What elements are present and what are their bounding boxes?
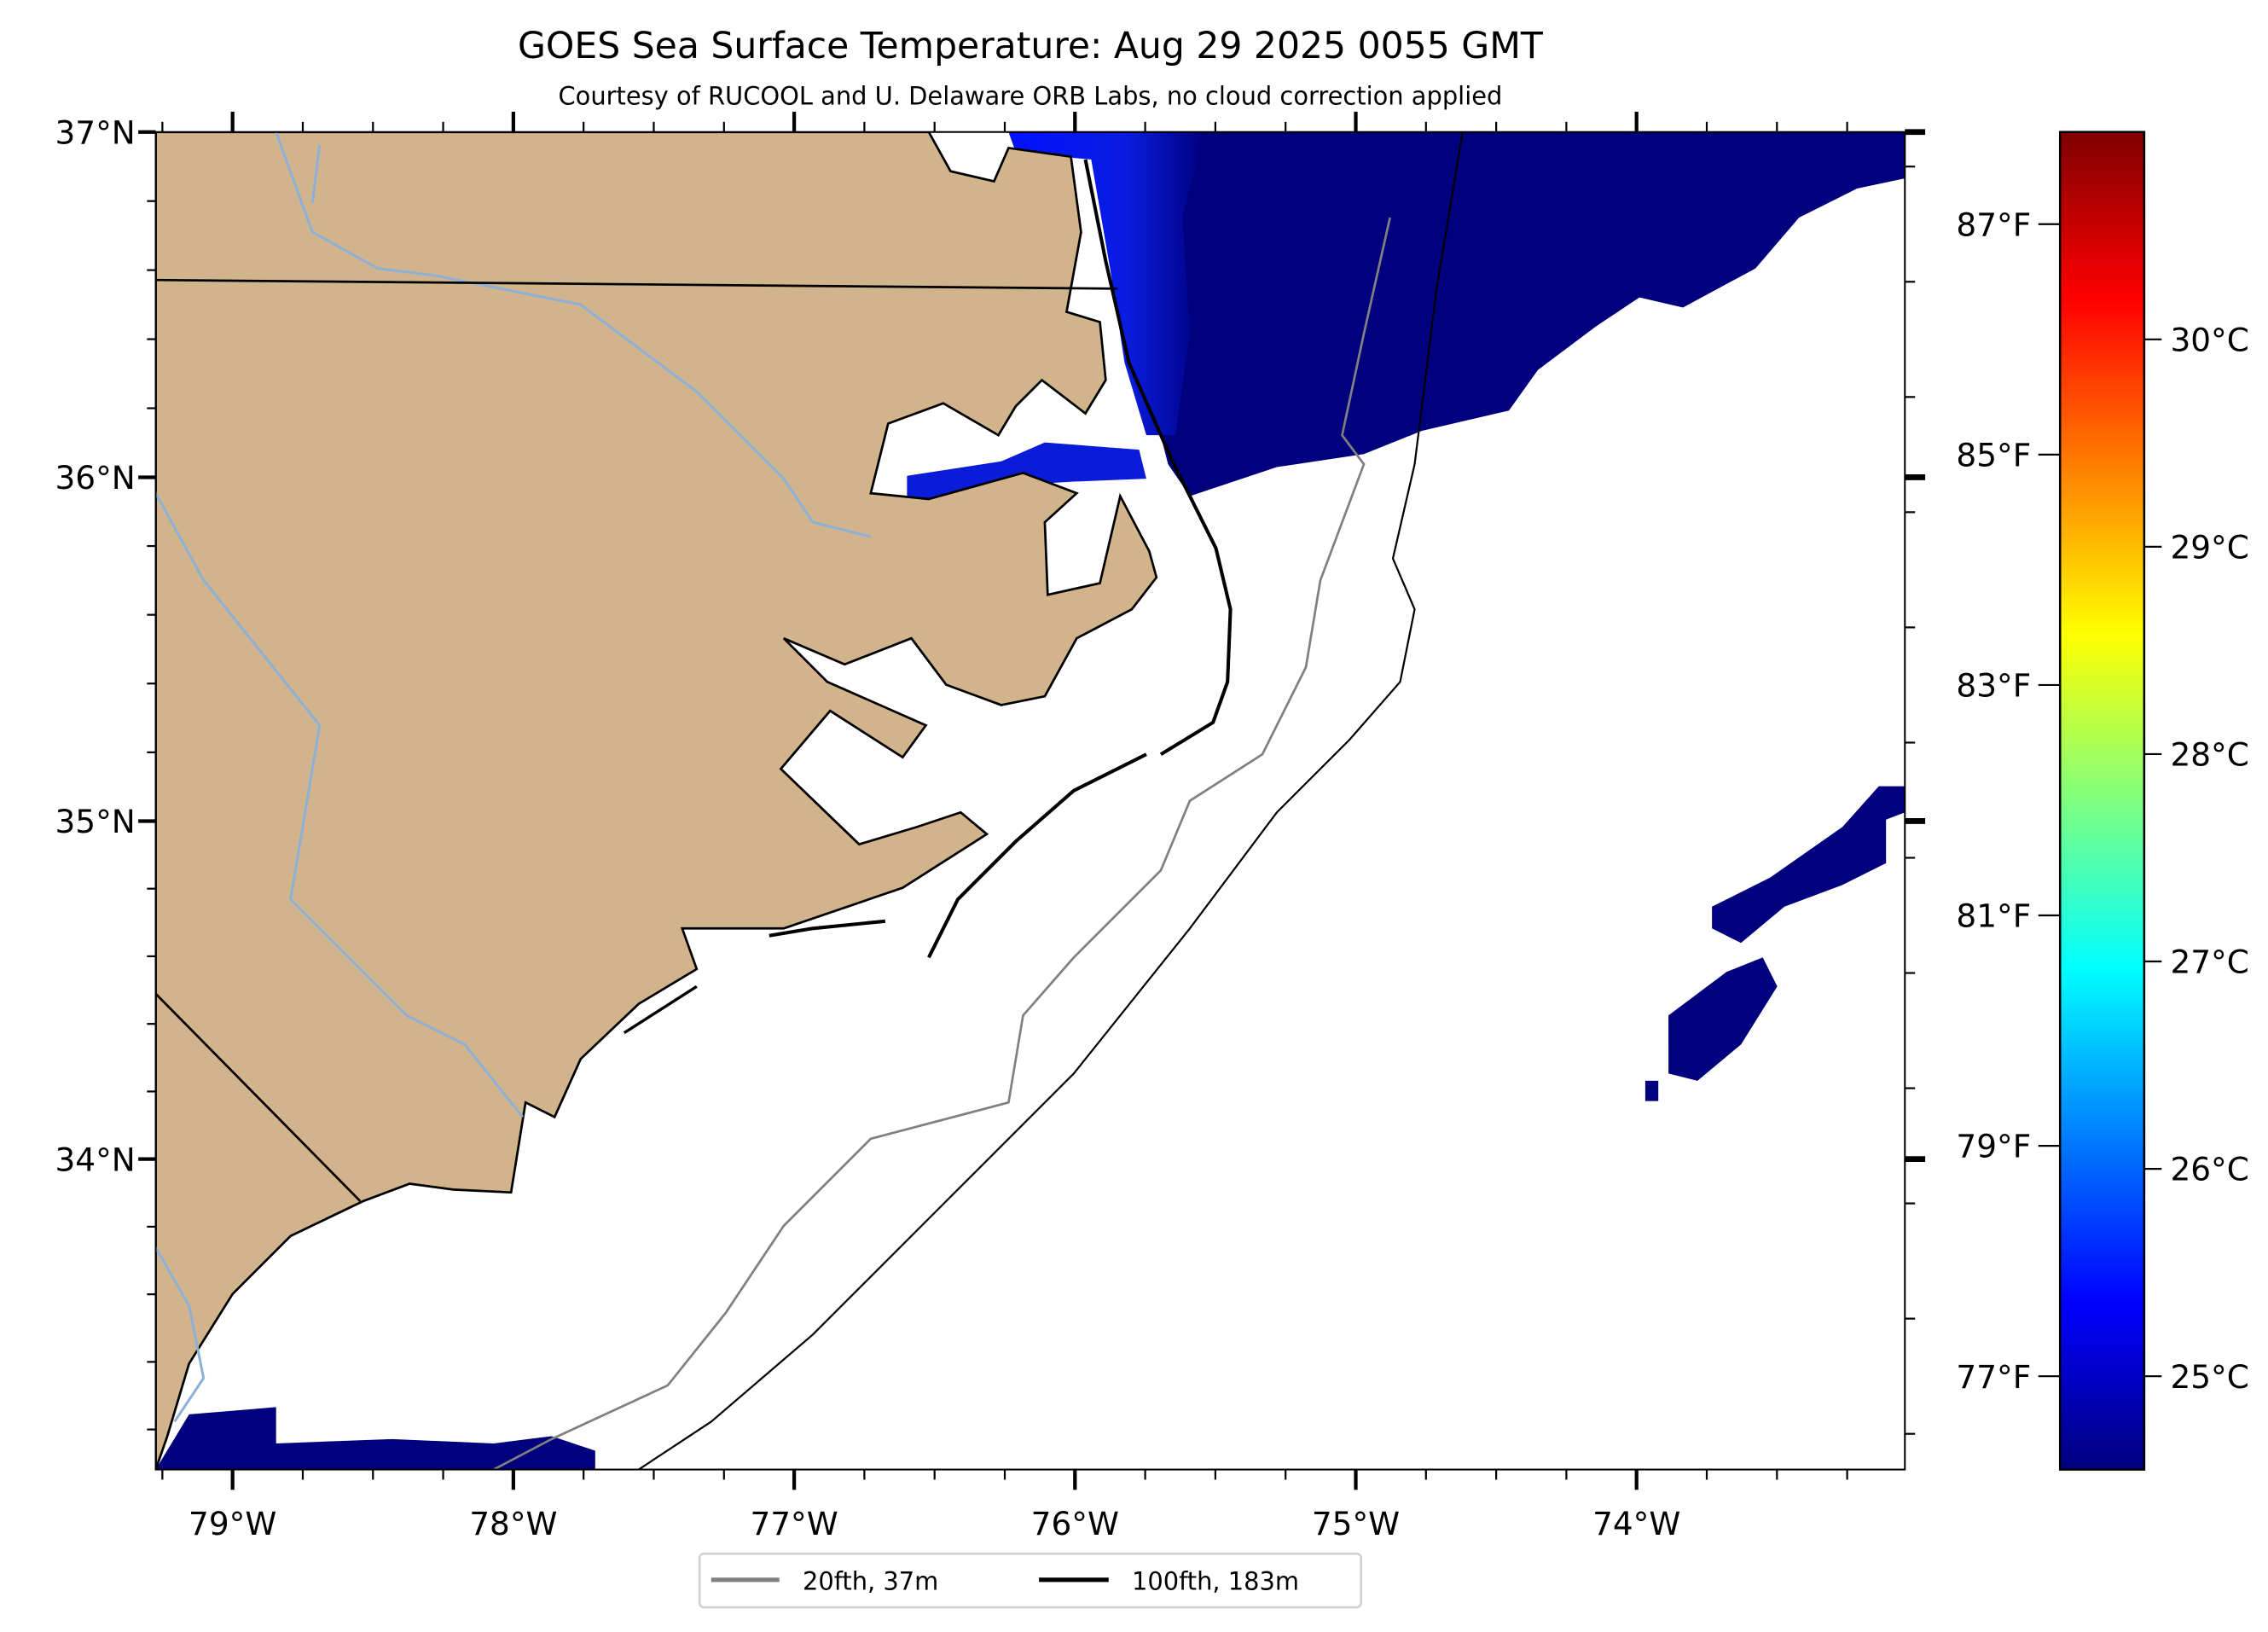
lon-tick-label: 77°W	[750, 1505, 838, 1542]
colorbar-c-label: 30°C	[2170, 321, 2248, 358]
legend-box	[698, 1552, 1362, 1609]
colorbar-c-label: 27°C	[2170, 944, 2248, 981]
sst-patch-sound	[907, 442, 1146, 499]
colorbar-f-label: 79°F	[1956, 1128, 2031, 1165]
sst-patch-east	[1712, 786, 1905, 944]
state-border-nc-va	[155, 278, 1117, 290]
rivers	[155, 131, 872, 1423]
barrier-south	[623, 984, 698, 1035]
map-axes: 79°W 78°W 77°W 76°W 75°W 74°W 37°N 36°N 35°N 34°N	[55, 111, 1848, 1542]
sst-patch-nearshore	[1008, 131, 1204, 436]
lat-tick-label: 34°N	[55, 1141, 135, 1178]
lon-tick-label: 78°W	[469, 1505, 557, 1542]
land-mainland	[155, 131, 1158, 1470]
state-border-nc-sc	[155, 992, 362, 1202]
sst-patch-east2	[1668, 957, 1778, 1081]
isobath-100fth	[638, 131, 1464, 1470]
colorbar-f-label: 87°F	[1956, 206, 2031, 243]
lon-tick-label: 74°W	[1592, 1505, 1680, 1542]
colorbar-f-label: 85°F	[1956, 436, 2031, 473]
colorbar-c-label: 25°C	[2170, 1358, 2248, 1396]
lon-tick-label: 76°W	[1031, 1505, 1119, 1542]
figure-subtitle: Courtesy of RUCOOL and U. Delaware ORB L…	[558, 81, 1502, 110]
lon-tick-label: 79°W	[189, 1505, 276, 1542]
colorbar-f-label: 81°F	[1956, 897, 2031, 935]
colorbar-c-label: 29°C	[2170, 528, 2248, 566]
colorbar-c-label: 28°C	[2170, 736, 2248, 774]
legend-label-20fth: 20fth, 37m	[803, 1567, 938, 1596]
sst-patch-south	[155, 1407, 595, 1470]
lat-tick-label: 37°N	[55, 113, 135, 151]
lat-tick-label: 35°N	[55, 803, 135, 840]
map-area	[155, 131, 1905, 1470]
colorbar	[2058, 131, 2146, 1471]
legend: 20fth, 37m 100fth, 183m	[698, 1552, 1362, 1609]
outer-banks-lookout	[769, 919, 886, 938]
figure-title: GOES Sea Surface Temperature: Aug 29 202…	[518, 26, 1544, 67]
outer-banks	[1083, 159, 1233, 756]
colorbar-c-label: 26°C	[2170, 1151, 2248, 1188]
map-frame	[154, 131, 1906, 1471]
colorbar-f-label: 77°F	[1956, 1358, 2031, 1396]
sst-patch-north	[1088, 131, 1905, 497]
lat-tick-label: 36°N	[55, 459, 135, 497]
lon-tick-label: 75°W	[1312, 1505, 1400, 1542]
colorbar-f-label: 83°F	[1956, 667, 2031, 705]
colorbar-axes: 25°C 26°C 27°C 28°C 29°C 30°C 77°F 79°F 81°F 83°F…	[1905, 129, 2249, 1435]
legend-label-100fth: 100fth, 183m	[1132, 1567, 1299, 1596]
isobath-20fth	[493, 217, 1391, 1470]
sst-patch-dot	[1644, 1080, 1659, 1101]
outer-banks-south	[927, 752, 1147, 959]
